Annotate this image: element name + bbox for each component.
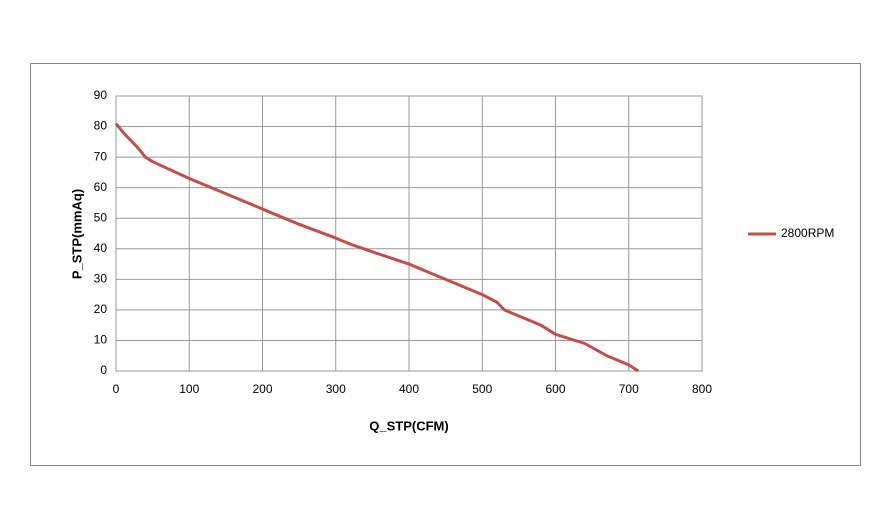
legend-label: 2800RPM: [781, 226, 834, 240]
chart-border: [30, 63, 861, 466]
x-tick-label: 500: [472, 382, 492, 396]
x-tick-label: 100: [179, 382, 199, 396]
y-tick-label: 50: [94, 210, 108, 224]
y-axis-title: P_STP(mmAq): [69, 189, 84, 279]
y-tick-label: 60: [94, 180, 108, 194]
y-tick-label: 20: [94, 302, 108, 316]
x-tick-label: 700: [619, 382, 639, 396]
y-tick-label: 40: [94, 241, 108, 255]
x-tick-label: 400: [399, 382, 419, 396]
x-tick-label: 200: [252, 382, 272, 396]
y-tick-label: 30: [94, 272, 108, 286]
x-tick-label: 600: [545, 382, 565, 396]
y-tick-label: 0: [100, 363, 107, 377]
x-axis-title: Q_STP(CFM): [369, 418, 448, 433]
data-line: [114, 122, 640, 373]
y-tick-label: 10: [94, 333, 108, 347]
plot-frame: [115, 95, 703, 372]
x-tick-label: 0: [113, 382, 120, 396]
x-tick-label: 800: [692, 382, 712, 396]
y-tick-label: 70: [94, 149, 108, 163]
y-tick-label: 80: [94, 119, 108, 133]
x-tick-label: 300: [326, 382, 346, 396]
y-tick-label: 90: [94, 88, 108, 102]
